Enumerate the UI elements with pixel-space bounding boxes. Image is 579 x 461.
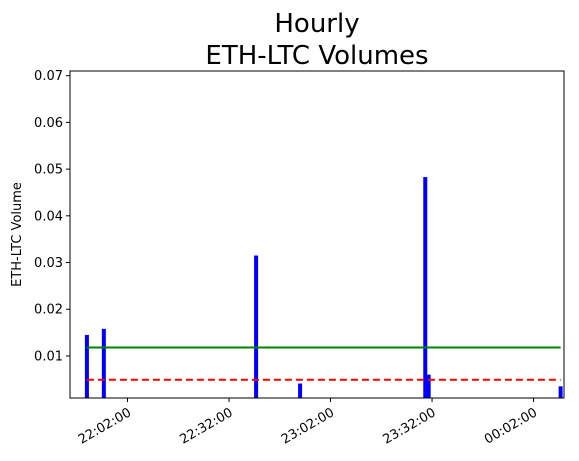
- plot-area: [84, 177, 563, 398]
- y-tick-label: 0.06: [34, 116, 63, 131]
- plot-frame: [69, 70, 565, 399]
- y-tick-label: 0.03: [34, 256, 63, 271]
- bar-6: [558, 386, 563, 398]
- y-tick-label: 0.07: [34, 69, 63, 84]
- y-tick-label: 0.01: [34, 349, 63, 364]
- bar-0: [84, 334, 89, 398]
- bar-4: [423, 177, 428, 398]
- y-tick-label: 0.05: [34, 163, 63, 178]
- y-tick-label: 0.04: [34, 209, 63, 224]
- bar-3: [298, 383, 303, 398]
- bar-1: [101, 328, 106, 398]
- bar-5: [426, 374, 431, 398]
- x-tick-label: 22:02:00: [76, 405, 134, 447]
- chart-title-line-1: Hourly: [274, 9, 359, 39]
- y-tick-label: 0.02: [34, 303, 63, 318]
- x-tick-label: 00:02:00: [482, 405, 540, 447]
- x-tick-label: 22:32:00: [178, 405, 236, 447]
- chart-title-line-2: ETH-LTC Volumes: [205, 41, 428, 71]
- y-axis-label: ETH-LTC Volume: [10, 182, 25, 287]
- x-tick-label: 23:32:00: [381, 405, 439, 447]
- x-tick-label: 23:02:00: [279, 405, 337, 447]
- bar-2: [254, 255, 259, 398]
